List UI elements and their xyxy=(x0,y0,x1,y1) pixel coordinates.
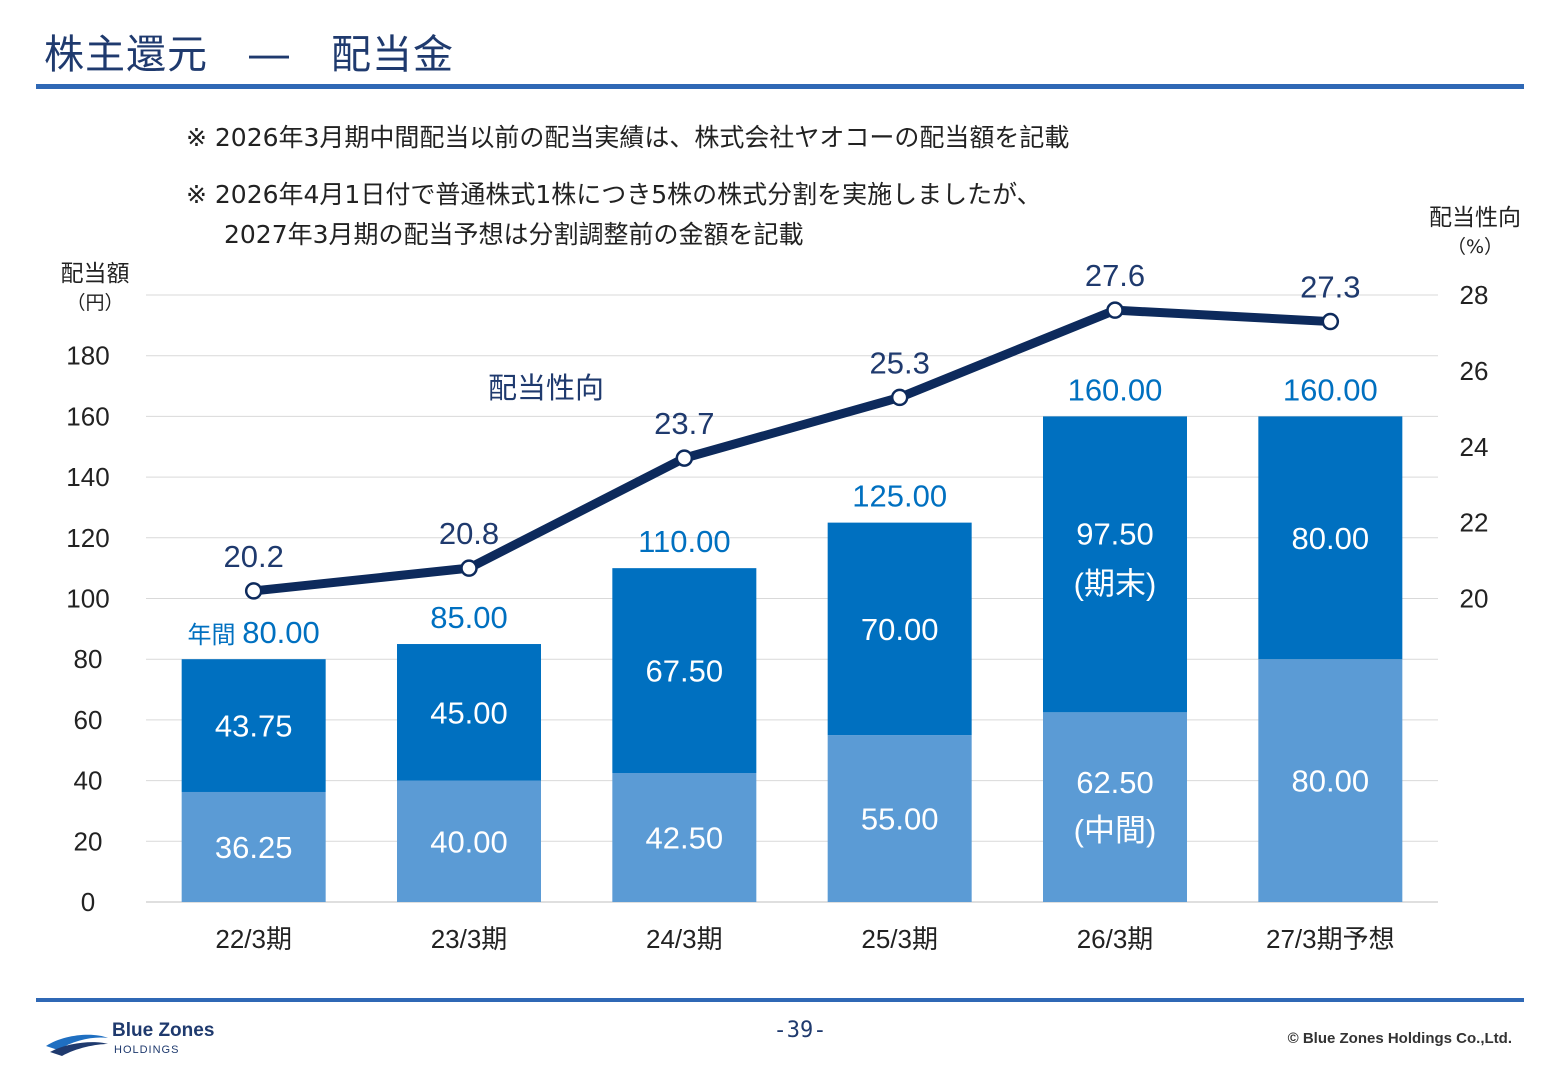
y-tick-label: 140 xyxy=(66,462,109,492)
payout-ratio-point xyxy=(244,582,263,600)
payout-ratio-label: 27.6 xyxy=(1085,258,1145,293)
bar-final-label: 70.00 xyxy=(861,612,939,647)
total-prefix: 年間 xyxy=(188,622,243,649)
payout-ratio-label: 27.3 xyxy=(1300,270,1360,305)
y-tick-label: 20 xyxy=(74,826,103,856)
bar-interim xyxy=(181,791,326,902)
x-tick-label: 24/3期 xyxy=(646,924,723,954)
bar-final xyxy=(612,568,757,774)
payout-ratio-label: 20.8 xyxy=(439,516,499,551)
payout-ratio-label: 23.7 xyxy=(654,406,714,441)
payout-ratio-point xyxy=(675,449,694,467)
y-axis-unit: （円） xyxy=(66,292,124,314)
y-axis-title: 配当額 xyxy=(60,261,130,287)
y-tick-label: 80 xyxy=(74,644,103,674)
bar-interim-label: 40.00 xyxy=(430,824,508,859)
y-tick-label: 40 xyxy=(74,766,103,796)
x-tick-label: 23/3期 xyxy=(431,924,508,954)
bar-final xyxy=(1258,416,1403,660)
bar-total-label: 125.00 xyxy=(852,479,947,514)
bar-final-sublabel: (期末) xyxy=(1074,566,1157,601)
title-rule xyxy=(36,84,1524,89)
bar-interim xyxy=(827,735,972,902)
footer-rule xyxy=(36,998,1524,1002)
bar-final-label: 97.50 xyxy=(1076,516,1154,551)
logo-name: Blue Zones xyxy=(112,1020,215,1041)
bar-interim-label: 80.00 xyxy=(1292,764,1370,799)
bar-total-label: 160.00 xyxy=(1068,372,1163,407)
page-number: -39- xyxy=(773,1018,827,1043)
bar-final-label: 45.00 xyxy=(430,695,508,730)
bar-total-label: 160.00 xyxy=(1283,372,1378,407)
y-tick-label: 60 xyxy=(74,705,103,735)
bar-final-label: 67.50 xyxy=(646,654,724,689)
bar-final xyxy=(1043,416,1187,713)
bar-final-label: 80.00 xyxy=(1292,521,1370,556)
bar-final xyxy=(181,659,326,792)
y-tick-label: 180 xyxy=(66,341,109,371)
y-tick-label: 160 xyxy=(66,401,109,431)
bar-interim-label: 42.50 xyxy=(646,821,724,856)
note-1: ※ 2026年3月期中間配当以前の配当実績は、株式会社ヤオコーの配当額を記載 xyxy=(186,123,1070,152)
x-tick-label: 27/3期予想 xyxy=(1266,924,1395,954)
y2-axis-title: 配当性向 xyxy=(1429,205,1521,231)
note-2: ※ 2026年4月1日付で普通株式1株につき5株の株式分割を実施しましたが、 xyxy=(186,180,1042,209)
dividend-chart: 0 20 40 60 80 100 120 140 160 180 20 22 24 26 28 22/3期 3… xyxy=(66,258,1489,954)
copyright: © Blue Zones Holdings Co.,Ltd. xyxy=(1287,1030,1512,1047)
bar-final xyxy=(827,522,972,736)
payout-ratio-line xyxy=(249,305,1335,596)
bar-total-label: 110.00 xyxy=(638,524,731,559)
x-tick-label: 26/3期 xyxy=(1077,924,1154,954)
bar-interim xyxy=(397,780,541,902)
payout-ratio-point xyxy=(890,388,909,407)
bar-interim-label: 55.00 xyxy=(861,802,939,837)
bar-interim-label: 36.25 xyxy=(215,830,293,865)
bar-interim xyxy=(1043,712,1187,902)
x-tick-label: 25/3期 xyxy=(861,924,938,954)
y-tick-label: 120 xyxy=(66,523,109,553)
x-tick-label: 22/3期 xyxy=(215,924,292,954)
payout-ratio-point xyxy=(1106,301,1124,319)
y2-tick-label: 20 xyxy=(1460,584,1489,614)
bar-final xyxy=(397,644,541,781)
bar-final-label: 43.75 xyxy=(215,709,293,744)
note-3: 2027年3月期の配当予想は分割調整前の金額を記載 xyxy=(224,220,804,249)
y2-tick-label: 26 xyxy=(1460,356,1489,386)
bar-interim xyxy=(1258,659,1403,902)
payout-ratio-point xyxy=(1321,312,1340,331)
y2-tick-label: 28 xyxy=(1460,280,1489,310)
y2-tick-label: 22 xyxy=(1460,508,1489,538)
bar-total-label: 年間 80.00 xyxy=(188,615,320,650)
bar-interim-label: 62.50 xyxy=(1076,765,1154,800)
bar-interim xyxy=(612,773,757,902)
bar-total-label: 85.00 xyxy=(430,600,508,635)
blue-zones-logo-icon xyxy=(46,1034,108,1056)
y2-axis-unit: （%） xyxy=(1446,236,1504,258)
total-value: 80.00 xyxy=(242,615,320,650)
y-tick-label: 0 xyxy=(81,887,95,917)
logo-sub: HOLDINGS xyxy=(114,1044,180,1056)
y-tick-label: 100 xyxy=(66,584,109,614)
payout-ratio-point xyxy=(460,559,478,577)
page-title: 株主還元 ― 配当金 xyxy=(44,32,454,78)
y2-tick-label: 24 xyxy=(1460,432,1489,462)
payout-ratio-label: 20.2 xyxy=(223,539,283,574)
payout-ratio-series-label: 配当性向 xyxy=(488,371,604,405)
bar-interim-sublabel: (中間) xyxy=(1074,813,1157,848)
payout-ratio-label: 25.3 xyxy=(869,345,929,380)
